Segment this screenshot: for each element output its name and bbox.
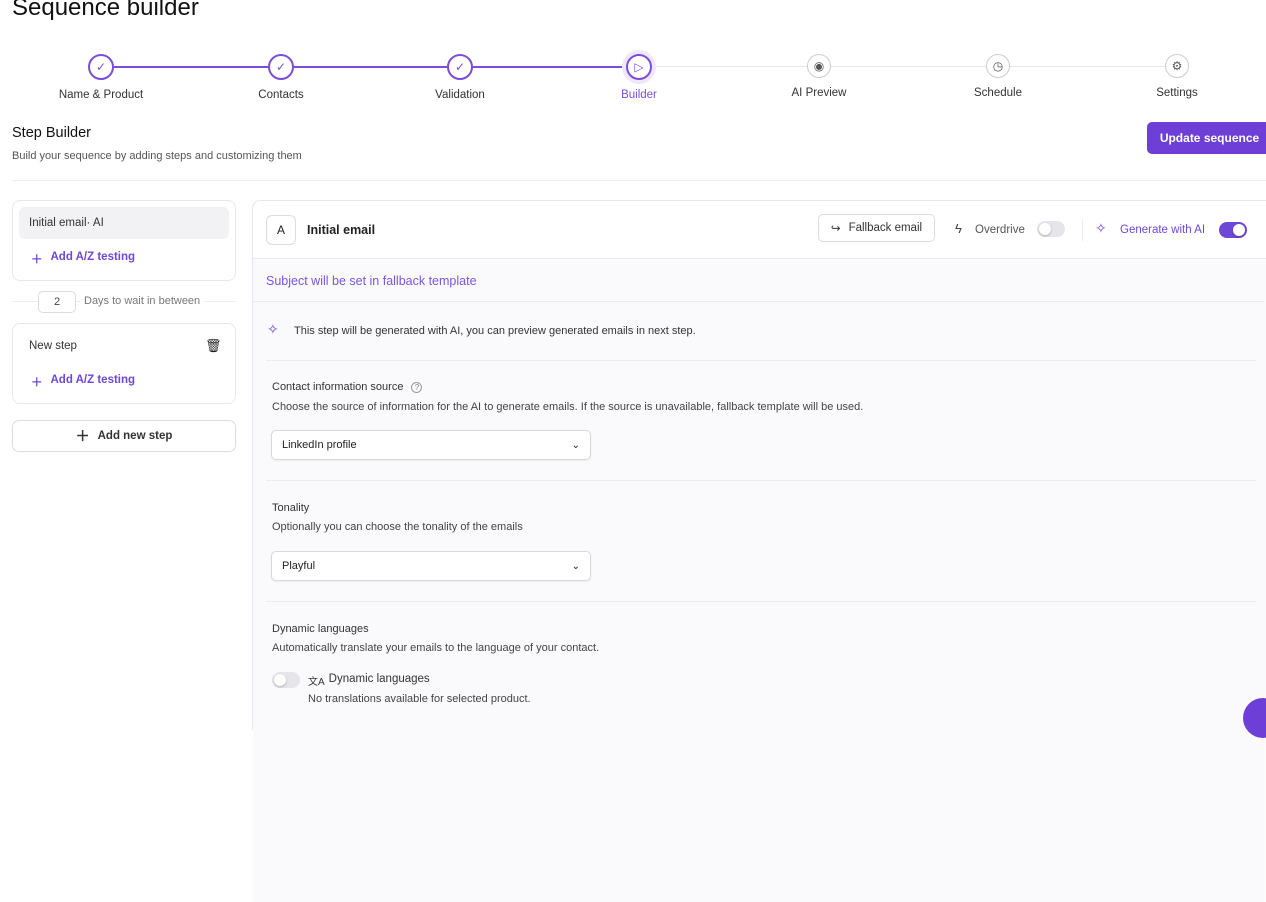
lightning-icon: ϟ xyxy=(955,221,962,236)
plus-icon: ＋ xyxy=(31,254,43,266)
languages-title: Dynamic languages xyxy=(272,623,369,635)
fallback-email-button[interactable]: ↪ Fallback email xyxy=(818,214,935,242)
eye-icon: ◉ xyxy=(807,54,831,78)
update-sequence-button[interactable]: Update sequence xyxy=(1147,122,1266,154)
stepper-step-schedule[interactable]: ◷ Schedule xyxy=(918,54,1078,99)
generate-ai-label: Generate with AI xyxy=(1120,224,1206,236)
trash-icon[interactable]: 🗑 xyxy=(205,338,222,353)
chevron-down-icon: ⌄ xyxy=(571,439,580,451)
help-icon[interactable]: ? xyxy=(411,381,423,393)
plus-icon: ＋ xyxy=(31,377,43,389)
generate-ai-toggle[interactable] xyxy=(1219,222,1247,238)
send-icon: ▷ xyxy=(626,54,652,80)
step-editor: A Initial email ↪ Fallback email ϟ Overdr… xyxy=(252,200,1266,902)
languages-desc: Automatically translate your emails to t… xyxy=(272,642,600,654)
redo-icon: ↪ xyxy=(830,223,841,235)
stepper-line xyxy=(639,66,1177,67)
stepper-step-ai-preview[interactable]: ◉ AI Preview xyxy=(739,54,899,99)
dynamic-languages-label: Dynamic languages xyxy=(328,673,430,685)
clock-icon: ◷ xyxy=(986,54,1010,78)
stepper-label: Builder xyxy=(621,89,657,101)
tonality-desc: Optionally you can choose the tonality o… xyxy=(272,521,523,533)
plus-icon: ＋ xyxy=(75,428,90,444)
tonality-select[interactable]: Playful ⌄ xyxy=(271,551,591,581)
variant-badge: A xyxy=(266,215,296,245)
stepper-label: AI Preview xyxy=(791,87,847,99)
stepper-step-validation[interactable]: ✓ Validation xyxy=(380,54,540,101)
add-ab-testing-button[interactable]: ＋ Add A/Z testing xyxy=(31,374,136,389)
stepper-step-contacts[interactable]: ✓ Contacts xyxy=(201,54,361,101)
check-icon: ✓ xyxy=(447,54,473,80)
subject-text[interactable]: Subject will be set in fallback template xyxy=(266,274,477,288)
stepper-step-name-product[interactable]: ✓ Name & Product xyxy=(21,54,181,101)
step-card-initial: Initial email· AI ＋ Add A/Z testing xyxy=(12,200,236,281)
stepper-label: Schedule xyxy=(974,87,1022,99)
ai-note: This step will be generated with AI, you… xyxy=(294,325,696,337)
step-item-new-step[interactable]: New step xyxy=(29,340,77,352)
contact-source-select[interactable]: LinkedIn profile ⌄ xyxy=(271,430,591,460)
sparkle-icon: ✧ xyxy=(1095,220,1107,236)
stepper-label: Name & Product xyxy=(58,89,144,101)
stepper-step-builder[interactable]: ▷ Builder xyxy=(559,54,719,101)
contact-source-desc: Choose the source of information for the… xyxy=(272,401,864,413)
overdrive-label: Overdrive xyxy=(975,224,1025,236)
divider xyxy=(12,180,1266,181)
dynamic-languages-toggle[interactable] xyxy=(272,672,300,688)
check-icon: ✓ xyxy=(268,54,294,80)
stepper-label: Contacts xyxy=(258,89,304,101)
section-subtitle: Build your sequence by adding steps and … xyxy=(12,150,302,162)
translate-icon: 文A xyxy=(308,677,325,688)
check-icon: ✓ xyxy=(88,54,114,80)
step-title: Initial email xyxy=(307,223,376,237)
gear-icon: ⚙ xyxy=(1165,54,1189,78)
stepper-label: Validation xyxy=(435,89,485,101)
wait-days-input[interactable]: 2 xyxy=(38,291,76,313)
chevron-down-icon: ⌄ xyxy=(571,560,580,572)
section-title: Step Builder xyxy=(12,125,91,141)
stepper-step-settings[interactable]: ⚙ Settings xyxy=(1097,54,1257,99)
stepper-progress-line xyxy=(101,66,639,68)
step-card-new: New step 🗑 ＋ Add A/Z testing xyxy=(12,323,236,404)
stepper-label: Settings xyxy=(1156,87,1198,99)
overdrive-toggle[interactable] xyxy=(1037,221,1065,237)
tonality-title: Tonality xyxy=(272,502,310,514)
add-new-step-button[interactable]: ＋ Add new step xyxy=(12,420,236,452)
page-title: Sequence builder xyxy=(12,0,199,21)
sparkle-icon: ✧ xyxy=(267,321,279,337)
wait-days-label: Days to wait in between xyxy=(80,295,205,307)
languages-note: No translations available for selected p… xyxy=(308,693,531,705)
add-ab-testing-button[interactable]: ＋ Add A/Z testing xyxy=(31,251,136,266)
contact-source-title: Contact information source xyxy=(272,381,404,393)
step-item-initial-email[interactable]: Initial email· AI xyxy=(19,207,229,239)
